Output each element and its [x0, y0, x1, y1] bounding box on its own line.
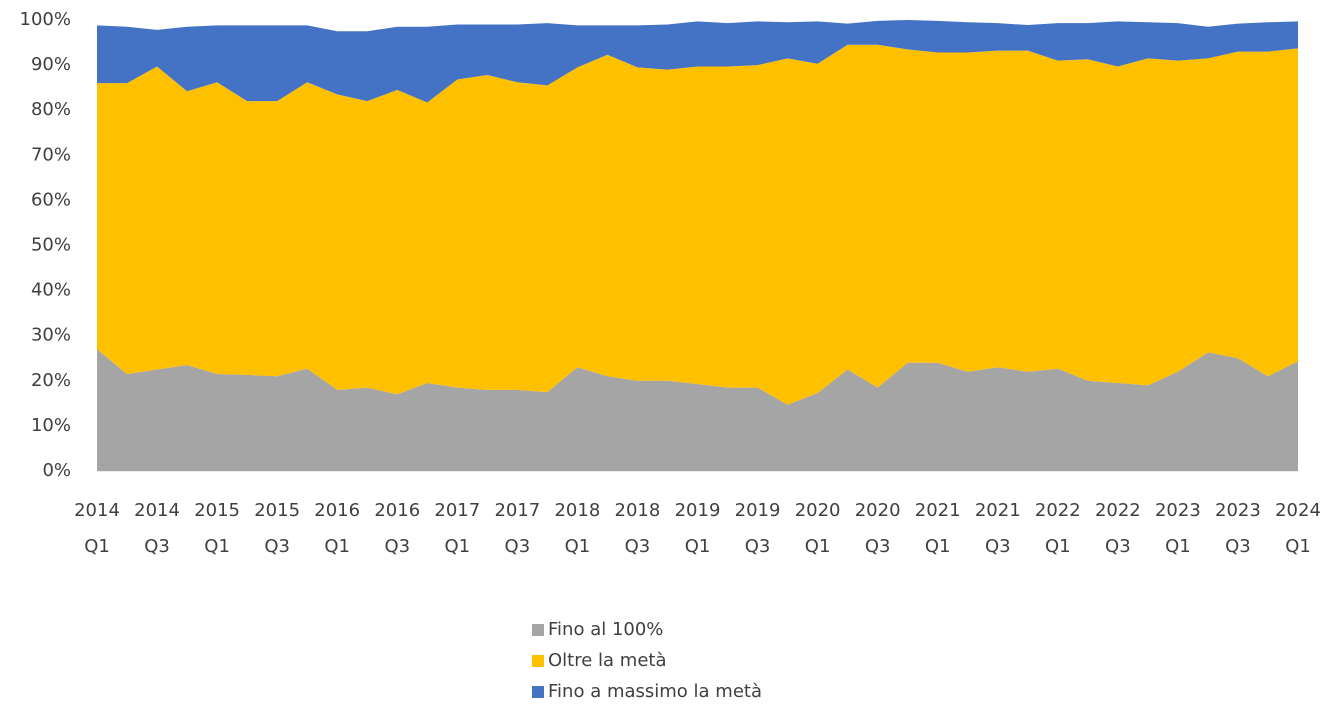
y-tick-label: 80%	[31, 99, 71, 120]
x-tick-label: 2022 Q1	[1035, 500, 1081, 557]
x-tick-label: 2017 Q3	[494, 500, 540, 557]
x-tick-label: 2023 Q1	[1155, 500, 1201, 557]
legend-swatch	[532, 655, 544, 667]
x-tick-label: 2022 Q3	[1095, 500, 1141, 557]
x-tick-label: 2018 Q1	[554, 500, 600, 557]
x-tick-label: 2021 Q3	[975, 500, 1021, 557]
y-tick-label: 50%	[31, 235, 71, 256]
y-tick-label: 40%	[31, 280, 71, 301]
x-tick-label: 2021 Q1	[915, 500, 961, 557]
y-tick-label: 60%	[31, 189, 71, 210]
y-tick-label: 90%	[31, 54, 71, 75]
y-tick-label: 10%	[31, 415, 71, 436]
x-tick-label: 2016 Q1	[314, 500, 360, 557]
y-tick-label: 30%	[31, 325, 71, 346]
area	[97, 20, 1298, 103]
legend-swatch	[532, 624, 544, 636]
area	[97, 44, 1298, 405]
x-tick-label: 2019 Q1	[675, 500, 721, 557]
x-tick-label: 2015 Q3	[254, 500, 300, 557]
x-tick-label: 2019 Q3	[735, 500, 781, 557]
x-tick-label: 2014 Q3	[134, 500, 180, 557]
x-tick-label: 2015 Q1	[194, 500, 240, 557]
legend-label: Oltre la metà	[548, 650, 666, 671]
legend-label: Fino al 100%	[548, 619, 663, 640]
y-tick-label: 0%	[42, 460, 71, 481]
legend-swatch	[532, 686, 544, 698]
area	[97, 349, 1298, 471]
y-tick-label: 100%	[20, 9, 71, 30]
x-tick-label: 2020 Q3	[855, 500, 901, 557]
x-tick-label: 2024 Q1	[1275, 500, 1321, 557]
y-tick-label: 70%	[31, 144, 71, 165]
x-tick-label: 2014 Q1	[74, 500, 120, 557]
legend-label: Fino a massimo la metà	[548, 681, 762, 702]
x-tick-label: 2020 Q1	[795, 500, 841, 557]
x-tick-label: 2016 Q3	[374, 500, 420, 557]
x-tick-label: 2017 Q1	[434, 500, 480, 557]
x-tick-label: 2023 Q3	[1215, 500, 1261, 557]
y-tick-label: 20%	[31, 370, 71, 391]
x-tick-label: 2018 Q3	[615, 500, 661, 557]
